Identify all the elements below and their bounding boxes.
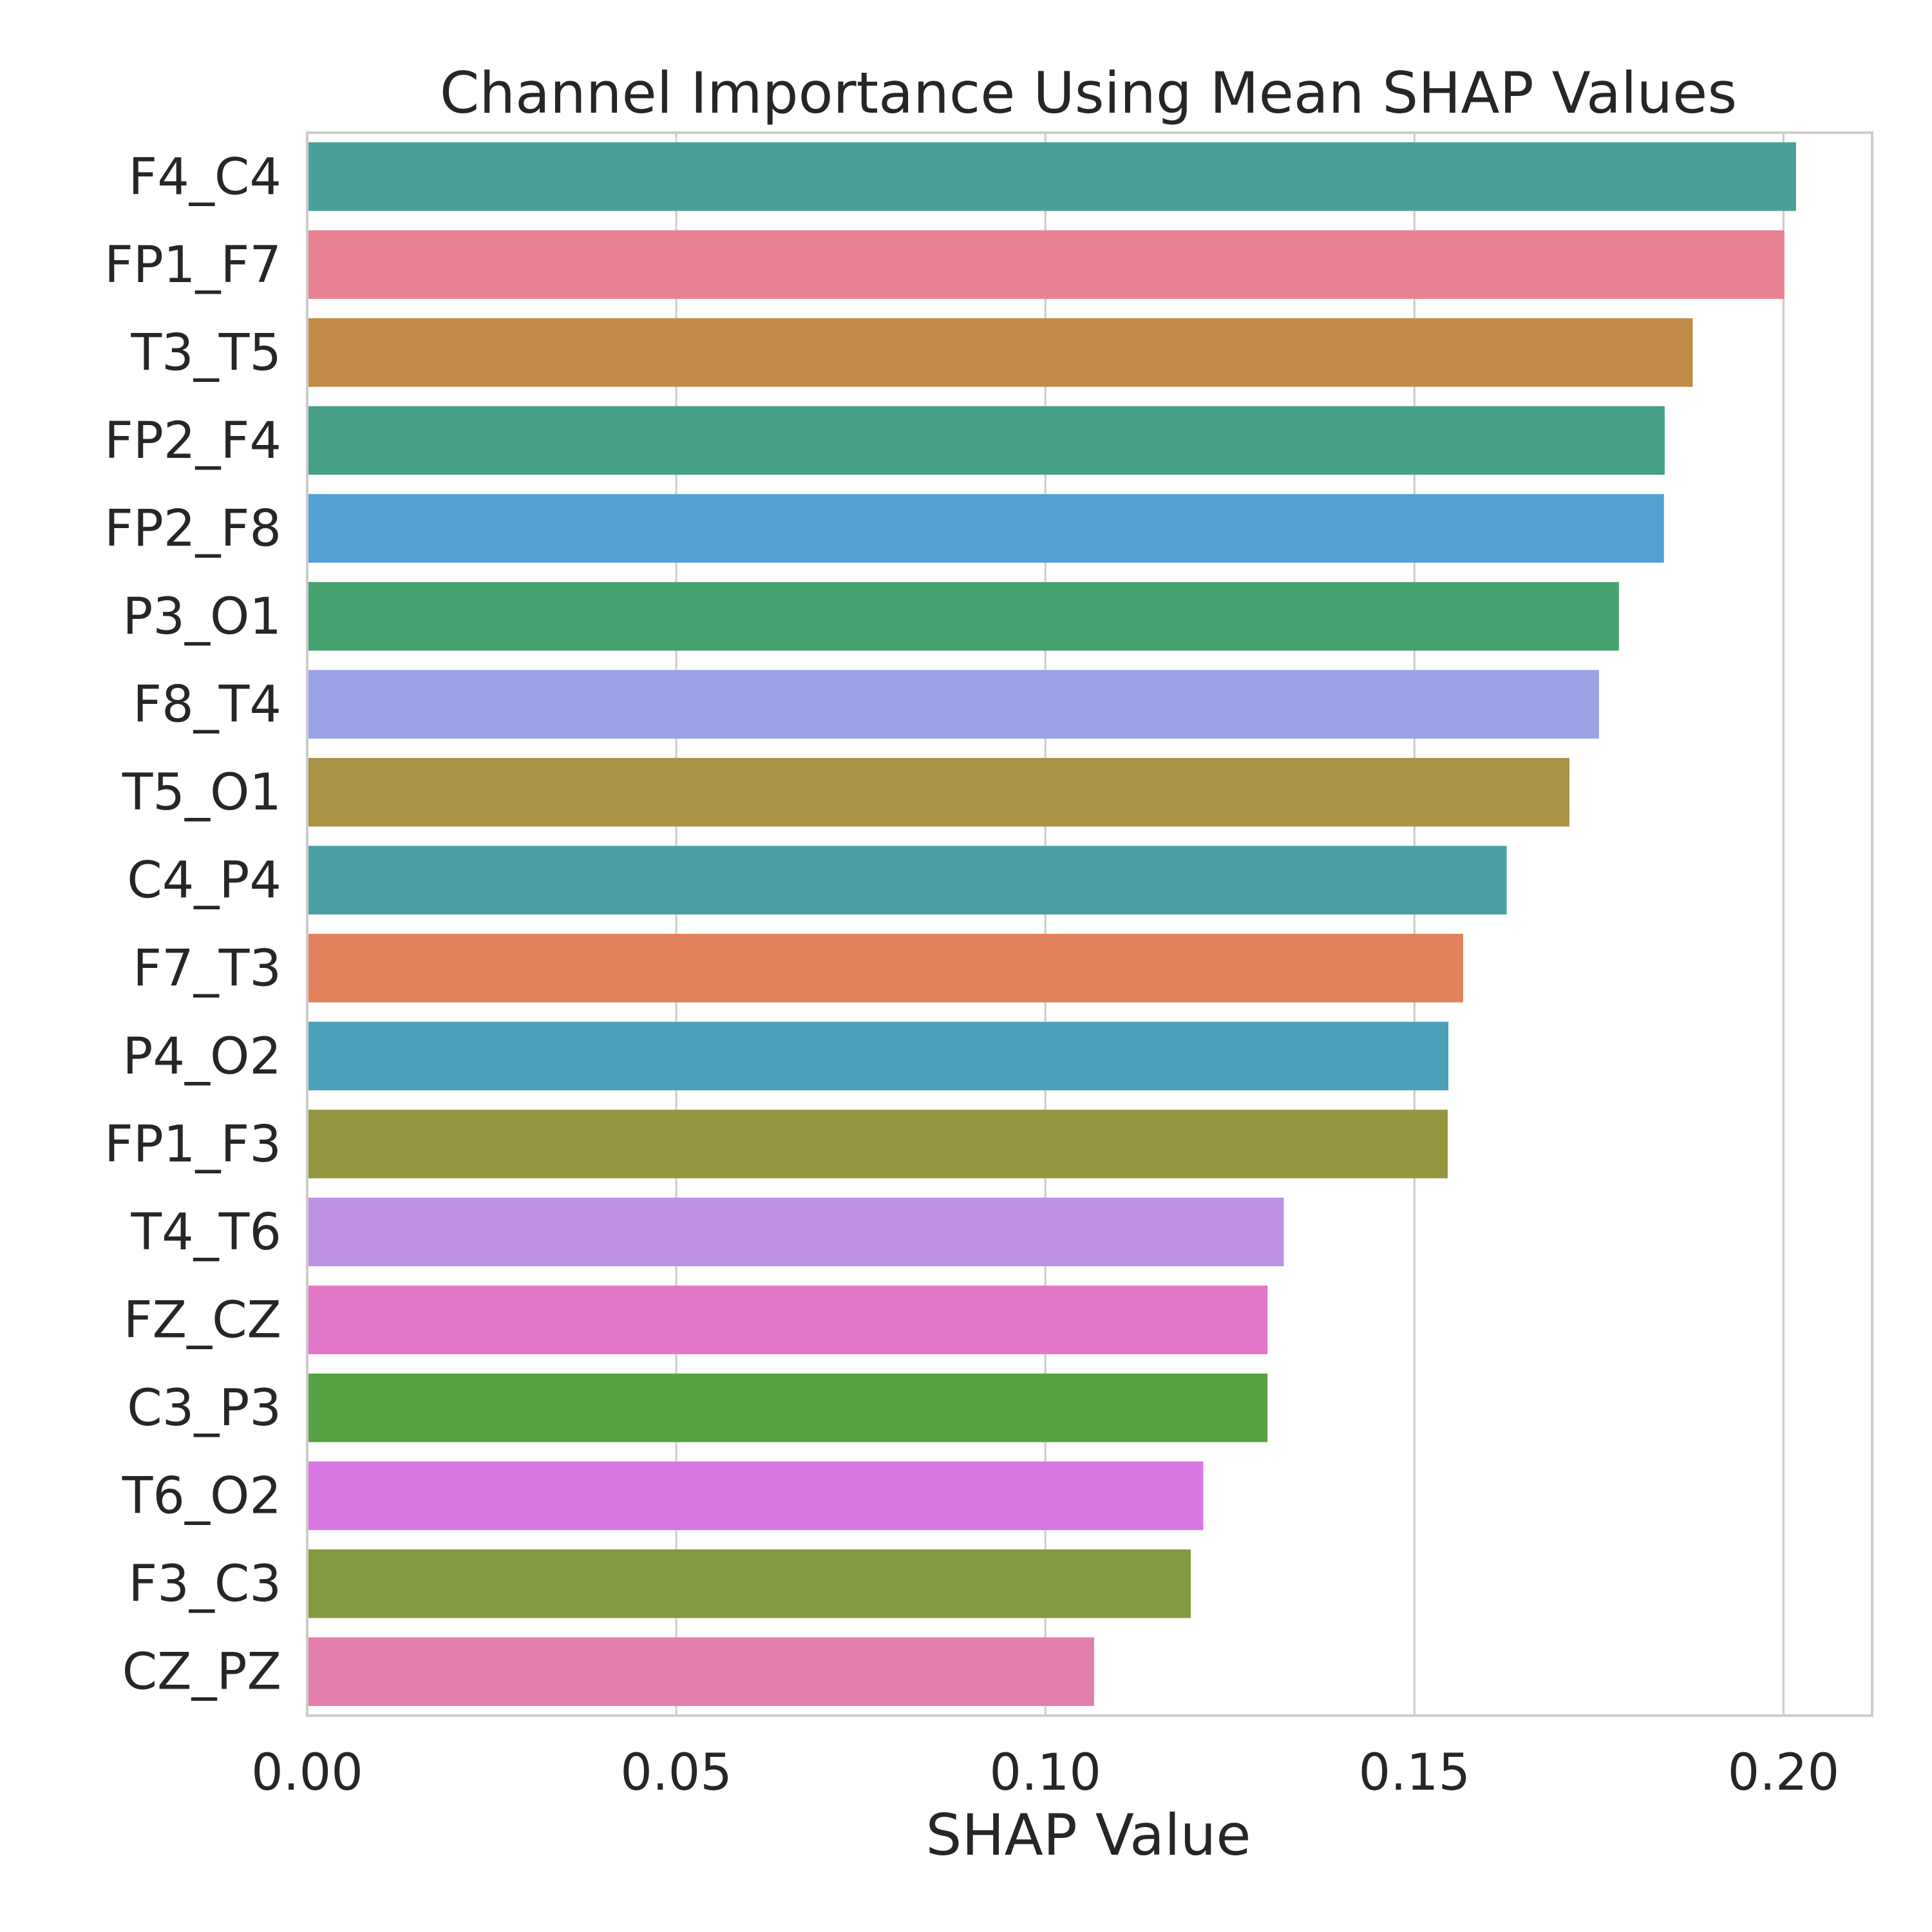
bar-fp2-f8 xyxy=(307,494,1664,563)
y-tick-label: FP1_F3 xyxy=(104,1115,281,1173)
bar-f8-t4 xyxy=(307,670,1599,739)
y-tick-label: T4_T6 xyxy=(130,1204,281,1262)
bar-f3-c3 xyxy=(307,1549,1191,1618)
bar-fp2-f4 xyxy=(307,406,1665,475)
y-tick-label: F4_C4 xyxy=(128,148,281,206)
y-tick-label: C4_P4 xyxy=(127,852,281,910)
x-axis-title: SHAP Value xyxy=(926,1802,1251,1868)
bar-f4-c4 xyxy=(307,142,1796,211)
bar-fp1-f7 xyxy=(307,230,1785,299)
y-tick-labels: F4_C4 FP1_F7 T3_T5 FP2_F4 FP2_F8 P3_O1 F8_T4 T5… xyxy=(104,148,281,1701)
x-tick-label: 0.10 xyxy=(989,1744,1101,1802)
bar-t3-t5 xyxy=(307,318,1693,387)
plot-frame xyxy=(306,131,1873,1717)
x-tick-label: 0.15 xyxy=(1359,1744,1471,1802)
bar-p4-o2 xyxy=(307,1021,1449,1091)
bar-c3-p3 xyxy=(307,1373,1268,1443)
y-tick-label: T5_O1 xyxy=(122,764,281,822)
bar-p3-o1 xyxy=(307,582,1619,651)
x-tick-labels: 0.00 0.05 0.10 0.15 0.20 xyxy=(251,1744,1839,1802)
bars xyxy=(307,142,1796,1706)
y-tick-label: T3_T5 xyxy=(130,324,281,382)
x-tick-label: 0.05 xyxy=(620,1744,732,1802)
y-tick-label: FP2_F4 xyxy=(104,412,281,470)
y-tick-label: F7_T3 xyxy=(133,940,281,998)
y-tick-label: F3_C3 xyxy=(128,1555,281,1613)
y-tick-label: FP2_F8 xyxy=(104,500,281,558)
y-tick-label: FZ_CZ xyxy=(124,1292,281,1350)
y-tick-label: P3_O1 xyxy=(122,588,281,646)
chart-title: Channel Importance Using Mean SHAP Value… xyxy=(440,60,1737,126)
bar-cz-pz xyxy=(307,1637,1094,1706)
y-tick-label: CZ_PZ xyxy=(122,1643,281,1701)
bar-c4-p4 xyxy=(307,846,1507,914)
x-tick-label: 0.20 xyxy=(1728,1744,1840,1802)
y-tick-label: C3_P3 xyxy=(127,1379,281,1437)
bar-fp1-f3 xyxy=(307,1110,1448,1179)
bar-f7-t3 xyxy=(307,934,1463,1003)
bar-fz-cz xyxy=(307,1285,1268,1354)
bar-t4-t6 xyxy=(307,1197,1284,1267)
y-tick-label: P4_O2 xyxy=(122,1028,281,1086)
y-tick-label: FP1_F7 xyxy=(104,236,281,294)
bar-t5-o1 xyxy=(307,757,1570,827)
y-tick-label: T6_O2 xyxy=(122,1468,281,1526)
x-tick-label: 0.00 xyxy=(251,1744,363,1802)
y-tick-label: F8_T4 xyxy=(133,676,281,734)
bar-t6-o2 xyxy=(307,1461,1204,1530)
